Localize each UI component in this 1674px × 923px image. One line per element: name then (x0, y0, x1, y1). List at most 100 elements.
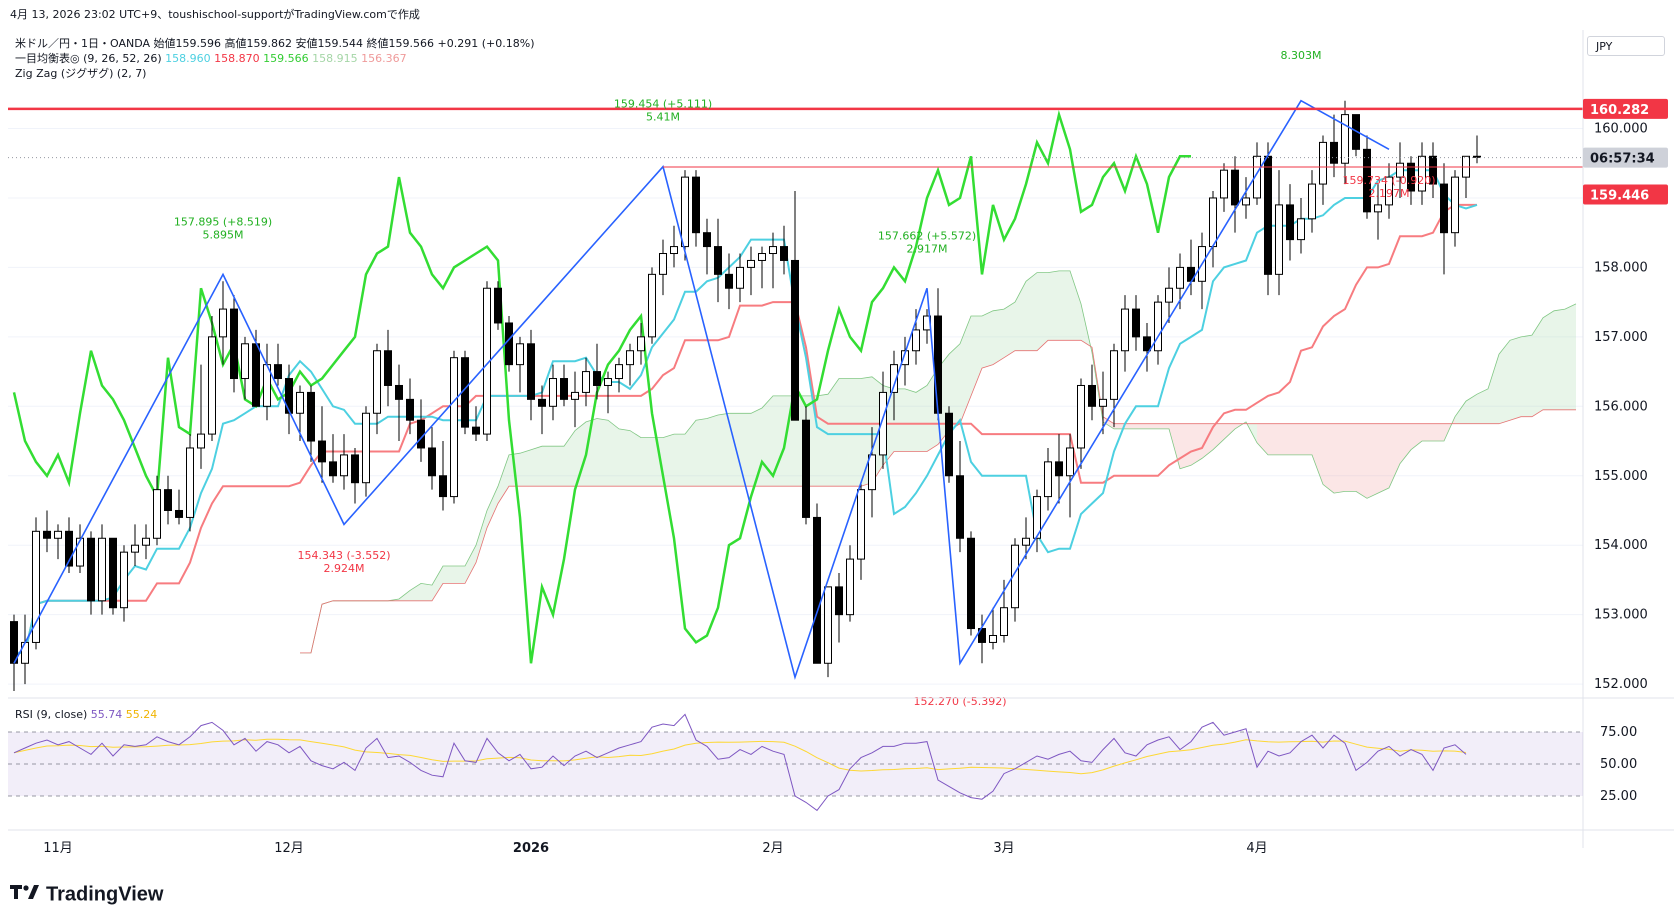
cloud-segment (1378, 423, 1389, 494)
cloud-segment (531, 446, 542, 487)
candle (593, 371, 601, 386)
candle (1220, 169, 1228, 199)
currency-selector[interactable]: JPY (1587, 36, 1665, 56)
candle (32, 530, 40, 643)
candle (879, 391, 887, 456)
cloud-segment (1499, 340, 1510, 424)
cloud-segment (1488, 354, 1499, 424)
cloud-segment (1037, 272, 1048, 351)
zigzag-volume: 2.917M (907, 243, 948, 256)
zigzag-line (13, 99, 1390, 680)
candle (1330, 141, 1338, 164)
candle (1308, 183, 1316, 220)
zigzag-annotation: 157.662 (+5.572) (878, 230, 976, 243)
price-axis: 160.000159.000158.000157.000156.000155.0… (1582, 30, 1668, 848)
ichimoku-label[interactable]: 一目均衡表◎ (9, 26, 52, 26) (15, 52, 162, 65)
candle (230, 308, 238, 380)
candle (1385, 176, 1393, 206)
cloud-segment (1301, 423, 1312, 455)
candle (1154, 301, 1162, 352)
rsi-tick-label: 25.00 (1600, 789, 1637, 804)
cloud-segment (1411, 423, 1422, 450)
cloud-segment (1180, 423, 1191, 469)
cloud-segment (1389, 423, 1400, 488)
rsi-legend: RSI (9, close) 55.74 55.24 (15, 708, 158, 721)
candle (846, 558, 854, 616)
candle (109, 537, 117, 609)
candle (516, 343, 524, 366)
support-badge-bg (1583, 184, 1668, 205)
cloud-segment (817, 394, 828, 487)
candle (747, 259, 755, 268)
resistance-badge-bg (1583, 98, 1668, 119)
candle (560, 378, 568, 400)
cloud-segment (432, 566, 443, 601)
candle (791, 259, 799, 421)
candle (626, 350, 634, 366)
candle (417, 419, 425, 449)
cloud-segment (1103, 416, 1114, 429)
rsi-line (13, 713, 1467, 812)
cloud-segment (960, 316, 971, 424)
cloud-segment (663, 434, 674, 487)
candle (615, 364, 623, 380)
y-tick-label: 158.000 (1594, 260, 1648, 275)
candle (703, 232, 711, 248)
cloud-segment (619, 428, 630, 487)
cloud-segment (916, 385, 927, 452)
candle (571, 391, 579, 400)
support-badge: 159.446 (1590, 188, 1649, 203)
y-tick-label: 160.000 (1594, 122, 1648, 137)
cloud-segment (828, 378, 839, 487)
candle (131, 544, 139, 553)
cloud-segment (1114, 423, 1125, 429)
candle (439, 475, 447, 498)
candle (65, 530, 73, 567)
x-tick-label: 2026 (513, 841, 549, 856)
cloud-segment (1224, 423, 1235, 440)
cloud-segment (1268, 423, 1279, 455)
cloud-segment (1466, 394, 1477, 424)
chart-legend: 米ドル／円・1日・OANDA 始値159.596 高値159.862 安値159… (15, 37, 535, 80)
candle (76, 537, 84, 567)
cloud-segment (421, 583, 432, 601)
candle (989, 634, 997, 643)
cloud-segment (1191, 423, 1202, 466)
cloud-segment (1345, 423, 1356, 492)
candle (285, 378, 293, 414)
candle (890, 364, 898, 393)
cloud-segment (949, 343, 960, 431)
candle (1088, 384, 1096, 407)
candle (175, 509, 183, 518)
candle (758, 253, 766, 261)
candle (736, 266, 744, 289)
cloud-segment (575, 421, 586, 487)
zigzag-label[interactable]: Zig Zag (ジグザグ) (2, 7) (15, 67, 147, 80)
cloud-segment (1554, 309, 1565, 410)
open-value: 159.596 (175, 37, 222, 50)
candle (725, 273, 733, 289)
candle (945, 412, 953, 477)
x-tick-label: 12月 (274, 841, 304, 856)
candle (1286, 204, 1294, 241)
cloud-segment (1510, 336, 1521, 421)
candle (21, 641, 29, 664)
symbol-label[interactable]: 米ドル／円・1日・OANDA (15, 37, 151, 50)
cloud-segment (1532, 317, 1543, 417)
cloud-segment (443, 566, 454, 584)
ichimoku-cloud (311, 270, 1576, 653)
header-timestamp: 4月 13, 2026 23:02 UTC+9、toushischool-sup… (10, 8, 420, 21)
cloud-segment (905, 388, 916, 452)
cloud-segment (652, 437, 663, 487)
candle (1110, 350, 1118, 400)
cloud-segment (773, 395, 784, 487)
candle (1000, 607, 1008, 636)
candle (351, 454, 359, 484)
candle (824, 586, 832, 664)
rsi-ma-line (13, 738, 1467, 775)
candle (296, 391, 304, 414)
cloud-segment (1356, 423, 1367, 499)
candle (692, 176, 700, 234)
candle (241, 343, 249, 380)
